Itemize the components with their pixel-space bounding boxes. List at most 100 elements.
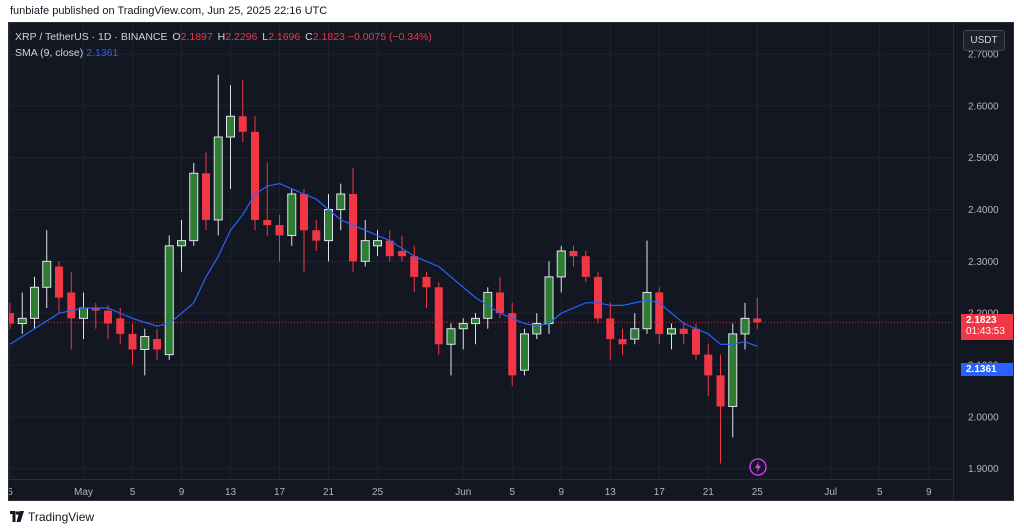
candle-body (336, 193, 346, 211)
y-tick-label: 2.3000 (968, 257, 999, 268)
candle-up (667, 323, 676, 350)
candle-down (716, 354, 725, 464)
candle-body (164, 245, 174, 356)
candle-down (618, 328, 627, 355)
currency-button[interactable]: USDT (963, 30, 1005, 51)
candle-down (349, 168, 357, 272)
tradingview-brand[interactable]: TradingView (10, 510, 94, 524)
x-tick-label: 9 (179, 487, 185, 498)
candle-body (373, 240, 382, 247)
candle-up (42, 230, 52, 308)
time-axis[interactable]: 5 May 5 9 13 17 21 25 Jun 5 9 13 17 21 25 Jul 5 9 (9, 479, 953, 500)
candle-down (434, 282, 443, 355)
candle-down (55, 261, 63, 314)
brand-name: TradingView (28, 510, 95, 524)
candle-body (594, 276, 602, 319)
symbol-name[interactable]: XRP / TetherUS · 1D · BINANCE (15, 31, 168, 43)
candle-up (336, 183, 346, 231)
candle-body (410, 256, 419, 277)
candle-down (655, 287, 664, 345)
open-value: 2.1897 (180, 31, 213, 43)
sma-label[interactable]: SMA (9, close) (15, 47, 84, 59)
y-tick-label: 2.7000 (968, 50, 999, 61)
candle-body (177, 240, 186, 247)
candle-body (202, 173, 210, 220)
close-label: C (305, 31, 313, 43)
candle-down (508, 302, 517, 386)
candle-down (606, 302, 615, 360)
candle-up (471, 313, 480, 345)
candle-body (422, 276, 431, 288)
candle-down (410, 245, 419, 293)
candle-body (385, 240, 394, 257)
x-tick-label: 17 (654, 487, 666, 498)
candle-body (679, 328, 688, 334)
candle-body (9, 313, 14, 324)
candle-body (42, 260, 52, 288)
publish-info: funbiafe published on TradingView.com, J… (10, 5, 328, 17)
symbol-legend-row: XRP / TetherUS · 1D · BINANCE O2.1897 H2… (15, 29, 432, 45)
candle-body (532, 323, 542, 335)
candle-body (753, 318, 762, 323)
candle-up (373, 230, 382, 257)
x-tick-label: 21 (703, 487, 715, 498)
chart-panel[interactable]: XRP / TetherUS · 1D · BINANCE O2.1897 H2… (8, 22, 1014, 501)
candle-up (79, 292, 88, 340)
lightning-icon[interactable] (749, 458, 767, 476)
candle-body (520, 333, 529, 371)
x-tick-label: Jul (824, 487, 837, 498)
candle-up (30, 276, 39, 329)
candle-body (189, 172, 199, 242)
y-tick-label: 1.9000 (968, 464, 999, 475)
candle-up (728, 323, 738, 438)
candle-body (116, 318, 125, 334)
candle-up (164, 235, 174, 360)
candle-down (581, 251, 590, 283)
candle-body (79, 307, 88, 319)
candle-body (544, 276, 554, 325)
x-tick-label: Jun (455, 487, 471, 498)
high-value: 2.2296 (225, 31, 258, 43)
candle-body (360, 240, 370, 262)
candle-body (30, 286, 39, 319)
candle-up (360, 219, 370, 267)
last-price-tag: 2.1823 01:43:53 (961, 314, 1013, 341)
x-tick-label: May (74, 487, 93, 498)
candle-up (642, 240, 652, 334)
y-tick-label: 2.2000 (968, 309, 999, 320)
sma-line (9, 182, 758, 347)
candle-body (692, 328, 700, 355)
low-value: 2.1696 (268, 31, 301, 43)
candle-up (140, 328, 150, 376)
change-value: −0.0075 (−0.34%) (347, 31, 432, 43)
price-chart[interactable] (9, 23, 953, 479)
candle-body (398, 251, 406, 257)
sma-tag-value: 2.1361 (966, 364, 997, 376)
x-tick-label: 21 (323, 487, 335, 498)
candle-body (667, 328, 676, 335)
candle-body (642, 291, 652, 330)
candle-body (67, 292, 76, 319)
candle-body (251, 131, 259, 220)
candle-body (458, 323, 468, 330)
candle-body (508, 313, 517, 376)
y-tick-label: 2.6000 (968, 101, 999, 112)
candle-down (9, 302, 14, 329)
candle-down (422, 271, 431, 308)
candle-up (189, 162, 199, 246)
sma-value: 2.1361 (86, 47, 119, 59)
candle-body (446, 328, 456, 345)
candle-body (704, 354, 713, 376)
x-tick-label: 5 (509, 487, 515, 498)
x-tick-label: 9 (926, 487, 932, 498)
close-value: 2.1823 (312, 31, 345, 43)
candle-body (275, 225, 284, 236)
price-axis[interactable]: 2.70002.60002.50002.40002.30002.20002.10… (953, 23, 1013, 500)
candle-body (569, 251, 578, 257)
candle-body (17, 317, 27, 325)
candle-body (655, 292, 664, 334)
candle-down (153, 328, 161, 360)
chart-legend: XRP / TetherUS · 1D · BINANCE O2.1897 H2… (15, 29, 432, 61)
candle-down (104, 305, 112, 340)
bar-countdown: 01:43:53 (966, 326, 1005, 338)
